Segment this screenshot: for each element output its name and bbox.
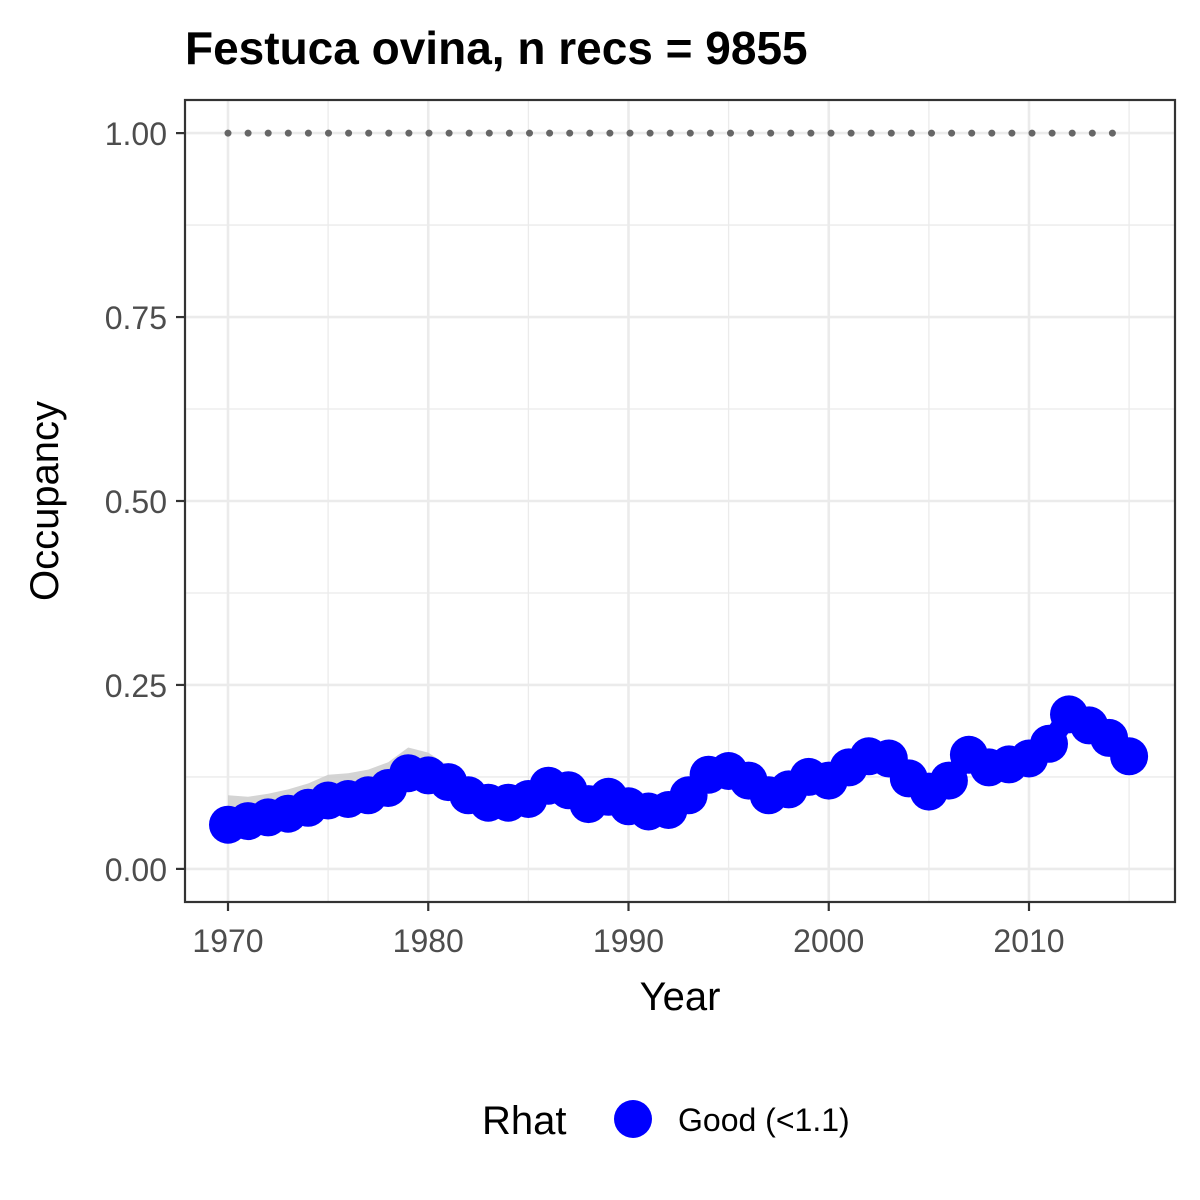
occupancy-point [1110,737,1149,776]
plot-panel [183,98,1177,904]
occupancy-point [929,761,968,800]
y-tick-label: 0.75 [105,300,167,336]
occupancy-series-group [209,695,1149,844]
legend: Rhat Good (<1.1) [482,1099,850,1143]
x-tick-label: 1970 [192,923,263,959]
y-axis-title: Occupancy [23,401,67,601]
x-tick-label: 2000 [793,923,864,959]
occupancy-point [1030,724,1068,763]
x-tick-label: 1990 [593,923,664,959]
chart-title: Festuca ovina, n recs = 9855 [185,22,808,74]
legend-title: Rhat [482,1099,567,1143]
x-axis: 1970 1980 1990 2000 2010 [192,902,1065,959]
y-tick-label: 0.25 [105,668,167,704]
y-tick-label: 0.00 [105,852,167,888]
legend-label-good: Good (<1.1) [678,1102,850,1138]
x-axis-title: Year [640,975,721,1019]
y-axis: 0.00 0.25 0.50 0.75 1.00 [105,116,185,888]
y-tick-label: 0.50 [105,484,167,520]
legend-key-good-marker [614,1100,652,1138]
x-tick-label: 1980 [393,923,464,959]
x-tick-label: 2010 [993,923,1064,959]
y-tick-label: 1.00 [105,116,167,152]
